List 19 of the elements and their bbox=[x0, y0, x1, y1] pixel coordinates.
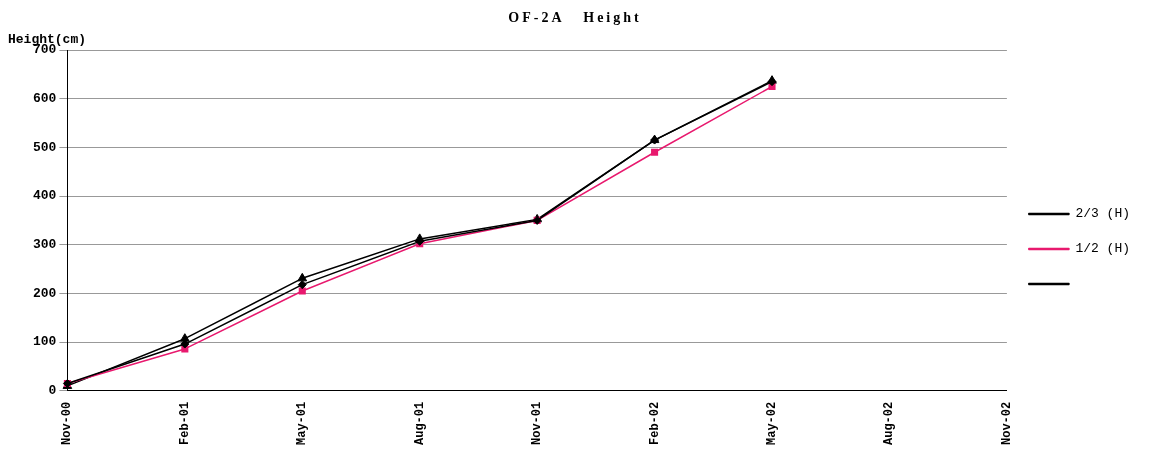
x-tick-label: Feb-01 bbox=[177, 401, 192, 446]
x-tick-label: May-02 bbox=[765, 401, 780, 446]
x-tick-label: Aug-02 bbox=[882, 401, 897, 446]
y-tick-label: 100 bbox=[33, 334, 57, 350]
legend-label: 1/2 (H) bbox=[1075, 241, 1130, 257]
chart-title: OF-2A Height bbox=[507, 10, 643, 26]
y-tick-label: 300 bbox=[33, 237, 57, 253]
x-tick-label: Nov-01 bbox=[530, 401, 545, 446]
y-tick-label: 400 bbox=[33, 188, 57, 204]
legend-label: 2/3 (H) bbox=[1075, 206, 1130, 222]
x-tick-label: Feb-02 bbox=[647, 401, 662, 446]
x-tick-label: Nov-00 bbox=[60, 401, 75, 446]
y-tick-label: 200 bbox=[33, 285, 57, 301]
x-tick-label: May-01 bbox=[295, 401, 310, 446]
y-tick-label: 0 bbox=[48, 383, 57, 399]
y-tick-label: 600 bbox=[33, 90, 57, 106]
y-tick-label: 500 bbox=[33, 139, 57, 155]
x-tick-label: Nov-02 bbox=[999, 401, 1014, 446]
x-tick-label: Aug-01 bbox=[412, 401, 427, 446]
